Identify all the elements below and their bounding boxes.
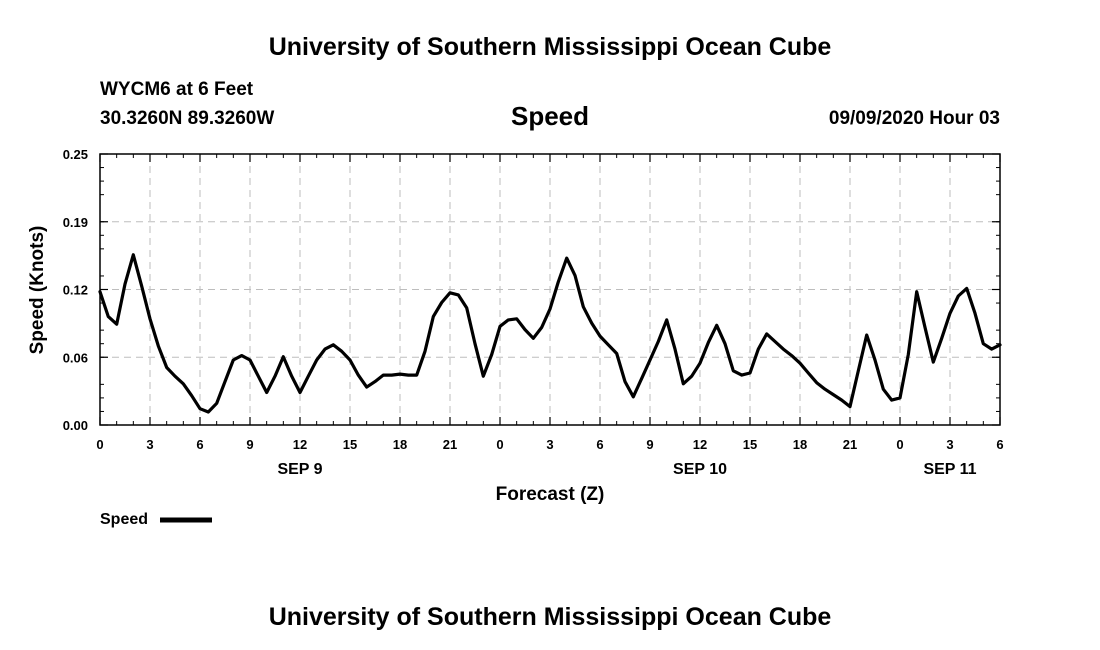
location-label: 30.3260N 89.3260W	[100, 108, 274, 129]
chart-title: Speed	[511, 101, 589, 131]
station-label: WYCM6 at 6 Feet	[100, 79, 254, 100]
x-tick-label: 18	[793, 437, 807, 452]
x-tick-label: 12	[293, 437, 307, 452]
x-tick-label: 3	[146, 437, 153, 452]
grid-lines	[100, 154, 1000, 425]
y-tick-label: 0.25	[63, 147, 88, 162]
x-tick-label: 18	[393, 437, 407, 452]
y-tick-label: 0.00	[63, 418, 88, 433]
x-tick-label: 6	[196, 437, 203, 452]
x-tick-label: 6	[996, 437, 1003, 452]
x-tick-label: 12	[693, 437, 707, 452]
x-tick-label: 6	[596, 437, 603, 452]
x-tick-label: 9	[646, 437, 653, 452]
date-label: SEP 9	[277, 461, 322, 478]
y-axis-label: Speed (Knots)	[27, 226, 48, 355]
date-label: SEP 11	[923, 461, 976, 478]
plot-frame	[99, 153, 1001, 426]
series-line-speed	[98, 253, 1002, 414]
x-tick-label: 15	[743, 437, 757, 452]
footer-title: University of Southern Mississippi Ocean…	[269, 603, 832, 631]
x-tick-label: 15	[343, 437, 357, 452]
x-axis-label: Forecast (Z)	[496, 484, 605, 505]
x-tick-label: 9	[246, 437, 253, 452]
datetime-label: 09/09/2020 Hour 03	[829, 108, 1000, 129]
y-tick-label: 0.19	[63, 215, 88, 230]
y-tick-label: 0.12	[63, 283, 88, 298]
x-tick-label: 21	[443, 437, 457, 452]
x-tick-label: 3	[946, 437, 953, 452]
x-tick-label: 0	[896, 437, 903, 452]
y-tick-label: 0.06	[63, 350, 88, 365]
x-tick-label: 0	[96, 437, 103, 452]
date-label: SEP 10	[673, 461, 727, 478]
tick-labels: 0 3 6 9 12 15 18 21 0 3 6 9 12 15 18 21 0 3 6 0.00 0.06 0.12 0…	[63, 147, 1004, 478]
x-tick-label: 21	[843, 437, 857, 452]
header-title: University of Southern Mississippi Ocean…	[269, 33, 832, 61]
x-tick-label: 0	[496, 437, 503, 452]
legend-label: Speed	[100, 511, 148, 528]
x-tick-label: 3	[546, 437, 553, 452]
